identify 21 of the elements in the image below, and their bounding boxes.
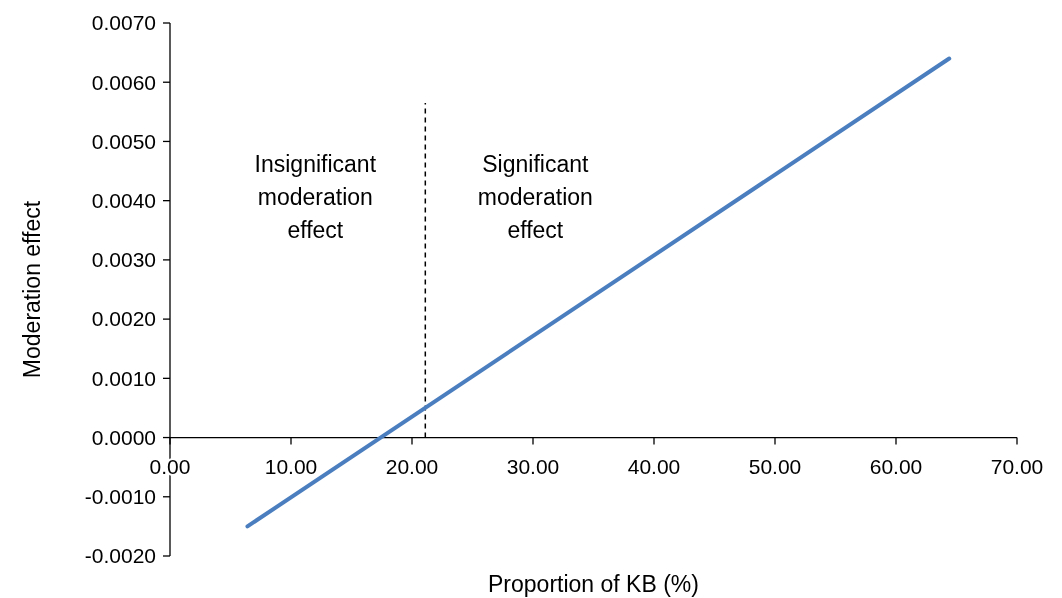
y-tick-label: 0.0010 — [91, 366, 156, 390]
y-axis-title: Moderation effect — [19, 200, 45, 379]
x-tick-label: 10.00 — [264, 454, 318, 478]
x-tick-label: 70.00 — [990, 454, 1044, 478]
y-tick-label: -0.0010 — [84, 485, 156, 509]
x-tick-label: 30.00 — [506, 454, 560, 478]
y-tick-label: -0.0020 — [84, 544, 156, 568]
y-tick-label: 0.0050 — [91, 129, 156, 153]
y-tick-label: 0.0020 — [91, 307, 156, 331]
annotation: Insignificant moderation effect — [254, 151, 377, 243]
y-tick-label: 0.0030 — [91, 248, 156, 272]
x-tick-label: 60.00 — [869, 454, 923, 478]
y-tick-label: 0.0040 — [91, 189, 156, 213]
y-tick-label: 0.0070 — [91, 11, 156, 35]
x-axis-title: Proportion of KB (%) — [488, 571, 699, 597]
x-tick-label: 50.00 — [748, 454, 802, 478]
annotation: Significant moderation effect — [477, 151, 593, 243]
x-tick-label: 40.00 — [627, 454, 681, 478]
y-tick-label: 0.0000 — [91, 425, 156, 449]
x-tick-label: 20.00 — [385, 454, 439, 478]
y-tick-label: 0.0060 — [91, 70, 156, 94]
